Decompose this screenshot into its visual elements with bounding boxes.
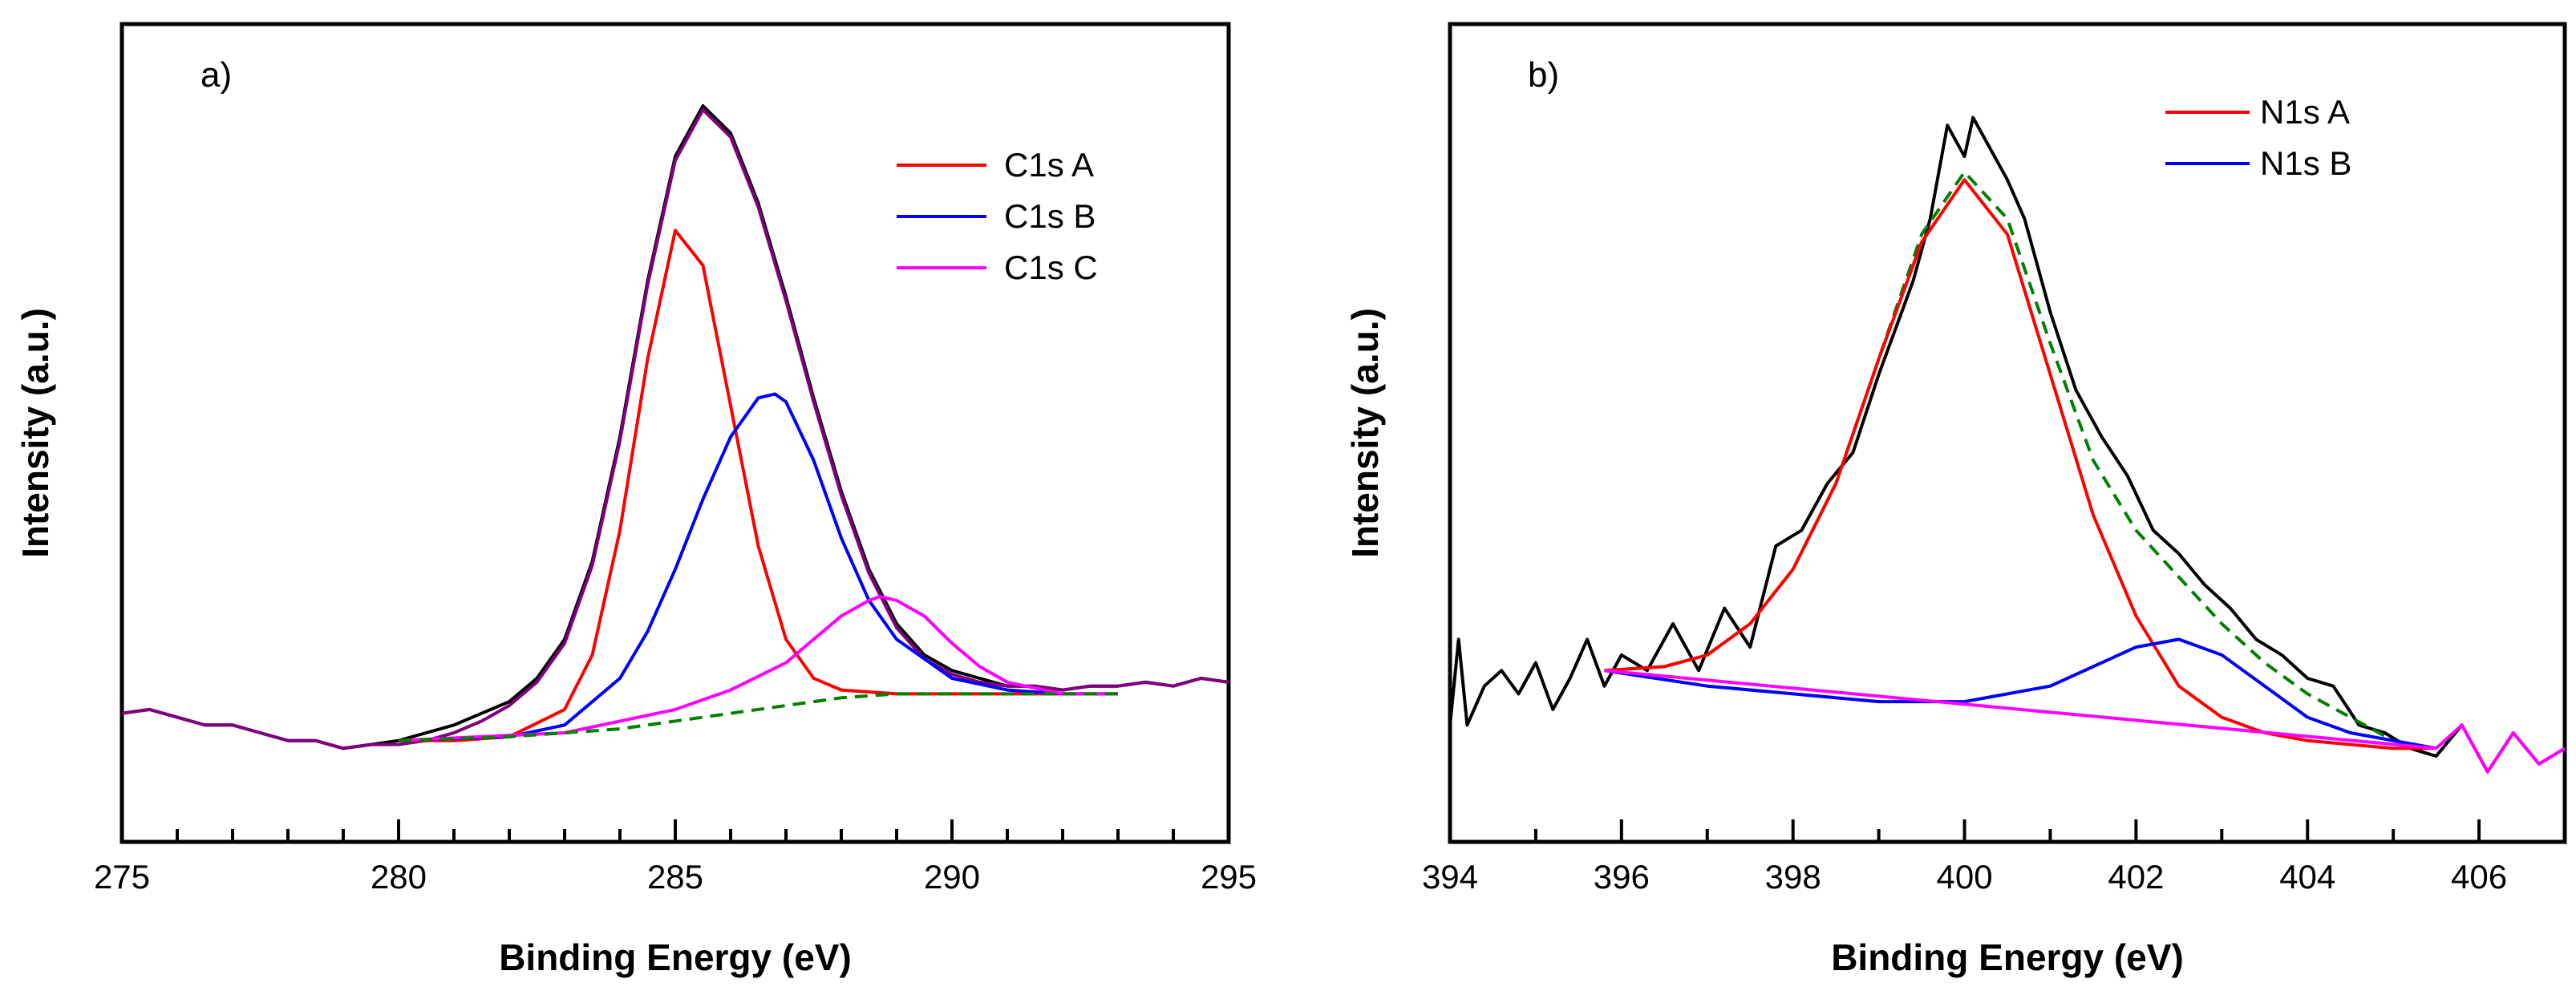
series-line-envelope — [1604, 170, 2436, 750]
y-axis-title: Intensity (a.u.) — [1344, 308, 1386, 558]
panel-b-n1s-chart: 394 396 398 400 402 404 406 b) Binding Energy … — [1344, 22, 2567, 978]
x-tick-label: 402 — [2108, 858, 2164, 896]
x-tick-label: 404 — [2279, 858, 2335, 896]
legend-item-c1s-b: C1s B — [897, 197, 1096, 235]
series-line-n1s-a — [1604, 178, 2436, 750]
legend-label: C1s A — [1004, 146, 1094, 184]
x-axis-tick-labels: 275 280 285 290 295 — [94, 858, 1257, 896]
x-tick-label: 398 — [1765, 858, 1821, 896]
x-tick-label: 394 — [1422, 858, 1478, 896]
y-axis-title: Intensity (a.u.) — [14, 308, 56, 558]
legend-label: C1s C — [1004, 249, 1098, 286]
x-tick-label: 396 — [1594, 858, 1650, 896]
x-axis-ticks — [1448, 819, 2566, 842]
legend-item-c1s-c: C1s C — [897, 249, 1098, 286]
legend-item-n1s-a: N1s A — [2165, 93, 2350, 131]
series-line-baseline — [398, 692, 1118, 742]
legend-label: N1s B — [2260, 144, 2351, 182]
x-tick-label: 400 — [1936, 858, 1992, 896]
x-axis-title: Binding Energy (eV) — [1831, 936, 2184, 978]
legend-item-n1s-b: N1s B — [2165, 144, 2351, 182]
x-axis-tick-labels: 394 396 398 400 402 404 406 — [1422, 858, 2507, 896]
series-line-c1s-a — [399, 229, 1118, 742]
legend-item-c1s-a: C1s A — [897, 146, 1094, 184]
series-line-baseline — [1604, 669, 2436, 750]
legend: C1s A C1s B C1s C — [897, 146, 1098, 286]
legend: N1s A N1s B — [2165, 93, 2351, 182]
panel-label: a) — [200, 55, 232, 95]
x-tick-label: 290 — [924, 858, 980, 896]
series-layer — [121, 104, 1229, 750]
legend-label: N1s A — [2260, 93, 2350, 131]
series-line-c1s-c — [398, 595, 1118, 742]
series-line-envelope — [121, 107, 1229, 750]
panel-label: b) — [1528, 55, 1559, 95]
series-layer — [1448, 115, 2566, 774]
series-line-n1s-b — [1604, 637, 2436, 750]
x-axis-title: Binding Energy (eV) — [499, 936, 852, 978]
series-line-baseline-noise — [2435, 723, 2566, 774]
plot-frame — [1448, 22, 2567, 844]
x-tick-label: 280 — [371, 858, 427, 896]
x-tick-label: 406 — [2451, 858, 2507, 896]
legend-label: C1s B — [1004, 197, 1096, 235]
panel-a-c1s-chart: 275 280 285 290 295 a) Binding Energy (eV) I… — [14, 22, 1257, 978]
x-axis-ticks — [120, 819, 1230, 842]
x-tick-label: 295 — [1201, 858, 1257, 896]
series-line-c1s-b — [398, 392, 1118, 742]
series-line-raw-data — [1448, 115, 2566, 774]
x-tick-label: 285 — [647, 858, 703, 896]
x-tick-label: 275 — [94, 858, 150, 896]
